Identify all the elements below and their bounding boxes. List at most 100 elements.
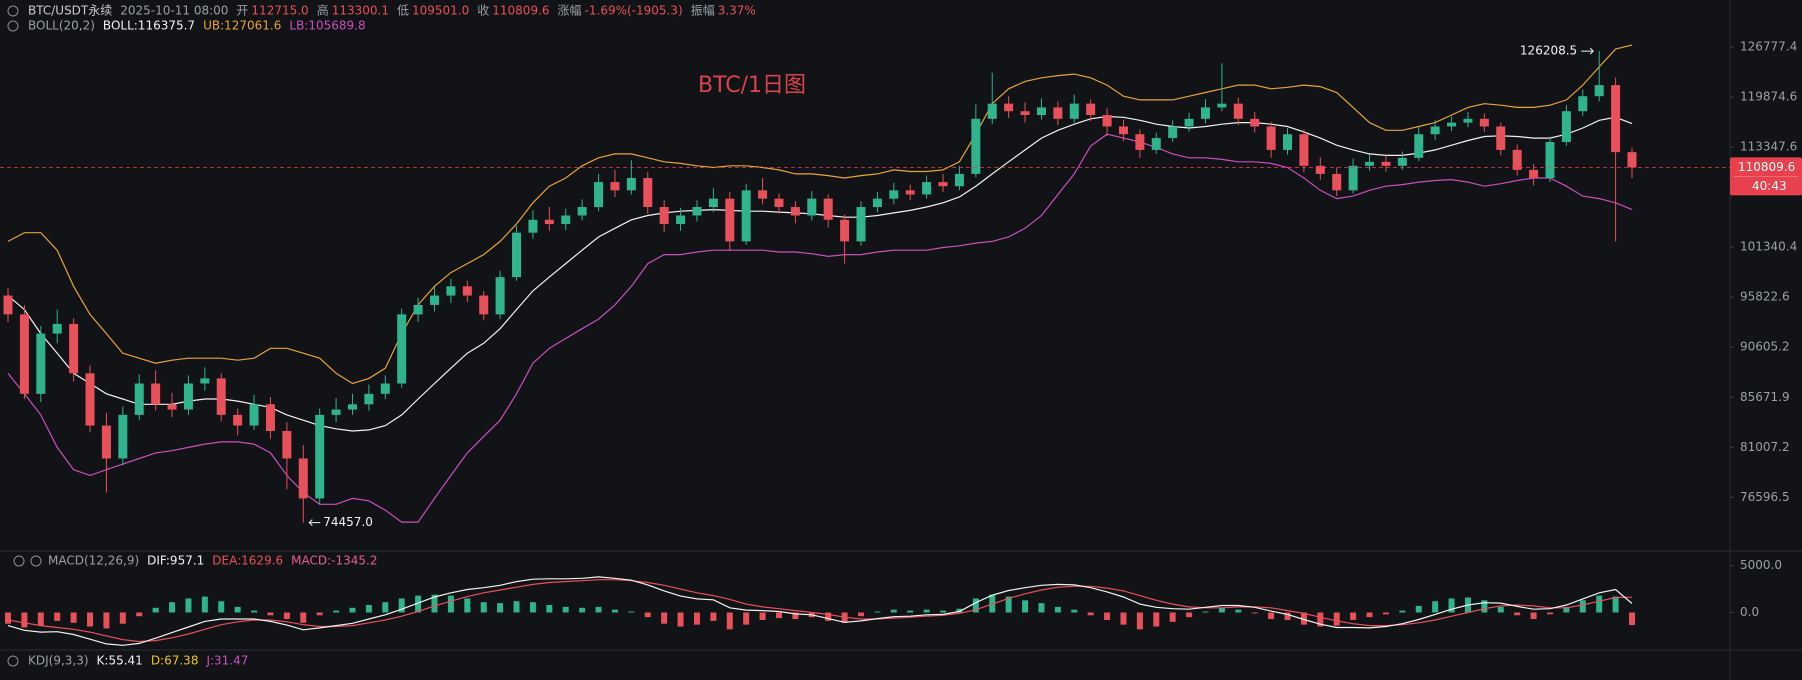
candle-body xyxy=(1086,103,1096,115)
macd-bar xyxy=(1366,612,1373,618)
macd-bar xyxy=(743,612,750,625)
macd-bar xyxy=(54,612,61,621)
macd-bar xyxy=(1120,612,1127,625)
candle-body xyxy=(1233,103,1243,119)
candle-body xyxy=(1135,134,1145,150)
indicator-toggle[interactable] xyxy=(13,555,25,567)
candle-body xyxy=(430,295,440,305)
candle-body xyxy=(1266,126,1276,150)
macd-bar xyxy=(562,606,569,613)
macd-bar xyxy=(529,602,536,613)
candle-body xyxy=(1036,107,1046,115)
candle-body xyxy=(774,198,784,208)
candle-body xyxy=(1283,134,1293,150)
indicator-line xyxy=(7,115,1633,432)
indicator-toggle[interactable] xyxy=(7,655,19,667)
macd-bar xyxy=(710,612,717,621)
candle-body xyxy=(265,404,275,431)
candle-body xyxy=(1529,169,1539,178)
field-value: -1.69%(-1905.3) xyxy=(585,4,683,18)
macd-bar xyxy=(169,602,176,613)
macd-bar xyxy=(1333,612,1340,626)
candle-body xyxy=(151,383,161,405)
macd-bar xyxy=(858,612,865,617)
candle-body xyxy=(1447,122,1457,127)
macd-bar xyxy=(398,598,405,613)
candle-body xyxy=(1102,114,1112,127)
macd-bar xyxy=(1104,612,1111,620)
macd-bar xyxy=(267,612,274,616)
legend-item: DEA:1629.6 xyxy=(212,554,283,568)
candle-body xyxy=(249,404,259,426)
macd-bar xyxy=(940,610,947,613)
macd-bar xyxy=(628,611,635,613)
candle-body xyxy=(52,323,62,334)
field-value: 112715.0 xyxy=(251,4,308,18)
symbol-icon[interactable] xyxy=(7,5,19,17)
candle-body xyxy=(561,215,571,225)
candle-body xyxy=(479,295,489,315)
high-annotation: 126208.5 xyxy=(1520,44,1577,58)
candle-body xyxy=(1611,85,1621,153)
field-value: 3.37% xyxy=(718,4,756,18)
indicator-visibility[interactable] xyxy=(30,555,42,567)
candle-body xyxy=(659,207,669,225)
candle-body xyxy=(626,178,636,191)
candle-body xyxy=(167,404,177,410)
macd-bar xyxy=(1022,600,1029,613)
macd-bar xyxy=(1350,612,1357,620)
candle-body xyxy=(790,207,800,216)
legend-item: LB:105689.8 xyxy=(289,19,365,33)
indicator-toggle[interactable] xyxy=(7,20,19,32)
macd-bar xyxy=(611,609,618,613)
candle-body xyxy=(872,198,882,208)
macd-bar xyxy=(1087,612,1094,616)
y-tick-label: 5000.0 xyxy=(1740,558,1782,572)
macd-bar xyxy=(1218,607,1225,613)
indicator-name: KDJ(9,3,3) xyxy=(28,654,89,668)
macd-bar xyxy=(1448,598,1455,613)
macd-bar xyxy=(1300,612,1307,625)
field-label: 低 xyxy=(397,4,409,18)
candle-body xyxy=(1315,165,1325,174)
candle-body xyxy=(1479,118,1489,127)
candle-body xyxy=(462,286,472,296)
macd-bar xyxy=(1579,600,1586,613)
macd-bar xyxy=(185,598,192,613)
candle-body xyxy=(594,182,604,208)
candle-body xyxy=(36,333,46,394)
y-tick-label: 126777.4 xyxy=(1740,40,1797,54)
candle-body xyxy=(315,414,325,499)
candle-body xyxy=(1168,126,1178,139)
macd-bar xyxy=(1317,612,1324,627)
y-tick-label: 119874.6 xyxy=(1740,90,1797,104)
candle-body xyxy=(1348,165,1358,191)
candle-body xyxy=(922,182,932,195)
candle-body xyxy=(905,190,915,195)
candle-body xyxy=(544,219,554,225)
macd-bar xyxy=(70,612,77,623)
candle-body xyxy=(331,409,341,415)
macd-bar xyxy=(513,601,520,613)
candle-body xyxy=(134,383,144,415)
annotation-arrow xyxy=(1581,47,1594,55)
candle-body xyxy=(1381,161,1391,166)
candle-body xyxy=(1430,126,1440,135)
candle-body xyxy=(889,190,899,199)
field-value: 109501.0 xyxy=(412,4,469,18)
y-tick-label: 81007.2 xyxy=(1740,440,1790,454)
macd-bar xyxy=(595,606,602,613)
field-label: 高 xyxy=(317,3,329,18)
candle-body xyxy=(1397,157,1407,166)
legend-item: DIF:957.1 xyxy=(147,554,204,568)
macd-bar xyxy=(136,612,143,617)
candle-body xyxy=(101,425,111,459)
macd-bar xyxy=(5,612,11,624)
candle-body xyxy=(823,198,833,220)
macd-bar xyxy=(825,612,832,621)
candle-body xyxy=(577,207,587,216)
macd-bar xyxy=(759,612,766,620)
candle-body xyxy=(85,373,95,426)
macd-bar xyxy=(234,606,241,613)
candle-body xyxy=(1004,103,1014,112)
